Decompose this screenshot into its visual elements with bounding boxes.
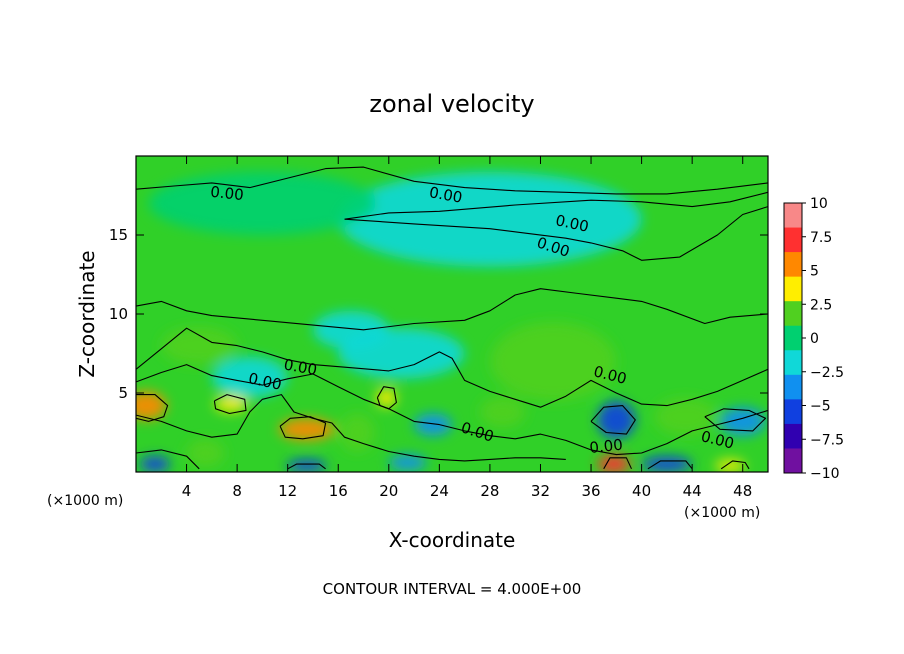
x-tick-label-40: 40 — [632, 482, 651, 500]
velocity-blob-19 — [211, 356, 288, 398]
velocity-blob-18 — [338, 328, 465, 379]
contour-line-8 — [590, 405, 636, 435]
velocity-blob-1 — [214, 396, 248, 412]
contour-line-13 — [376, 386, 397, 410]
contour-line-16 — [720, 460, 750, 470]
contour-line-0 — [136, 166, 768, 195]
x-tick-label-32: 32 — [531, 482, 550, 500]
y-axis-label: Z-coordinate — [75, 250, 99, 377]
contour-line-15 — [647, 460, 693, 470]
contour-line-6 — [136, 394, 566, 462]
colorbar-tick-label-0: 10 — [810, 196, 828, 212]
y-tick-label-15: 15 — [109, 226, 128, 244]
velocity-blob-20 — [161, 326, 238, 365]
colorbar-swatch-0 — [784, 203, 802, 229]
contour-label-0: 0.00 — [210, 183, 245, 204]
colorbar-swatch-2 — [784, 252, 802, 278]
colorbar: 10 7.5 5 2.5 0 −2.5 −5 −7.5 −10 — [783, 196, 844, 482]
velocity-blob-3 — [376, 388, 397, 408]
contour-line-4 — [136, 327, 768, 408]
colorbar-swatch-8 — [784, 399, 802, 425]
colorbar-swatch-3 — [784, 276, 802, 302]
velocity-blob-15 — [719, 407, 766, 436]
contour-label-1: 0.00 — [428, 183, 464, 207]
velocity-blob-6 — [479, 396, 526, 428]
velocity-blob-4 — [597, 454, 631, 472]
velocity-blob-23 — [148, 171, 377, 235]
velocity-blob-16 — [414, 413, 452, 436]
colorbar-swatch-7 — [784, 374, 802, 400]
contour-line-3 — [136, 288, 768, 331]
velocity-blob-21 — [489, 321, 617, 401]
x-tick-label-8: 8 — [232, 482, 242, 500]
velocity-blob-10 — [139, 456, 171, 472]
x-unit-label-left: (×1000 m) — [47, 493, 123, 509]
velocity-blob-13 — [597, 400, 636, 439]
x-tick-label-48: 48 — [733, 482, 752, 500]
colorbar-tick-labels: 10 7.5 5 2.5 0 −2.5 −5 −7.5 −10 — [802, 196, 844, 482]
colorbar-tick-label-2: 5 — [810, 264, 819, 280]
chart-title: zonal velocity — [369, 90, 534, 118]
contour-line-9 — [704, 408, 767, 432]
colorbar-swatch-6 — [784, 350, 802, 376]
contour-line-11 — [213, 394, 247, 415]
velocity-blob-9 — [339, 413, 375, 452]
colorbar-swatch-1 — [784, 227, 802, 253]
contour-lines — [136, 166, 768, 470]
contour-interval-note: CONTOUR INTERVAL = 4.000E+00 — [323, 580, 582, 598]
x-tick-label-28: 28 — [480, 482, 499, 500]
contour-line-7 — [136, 449, 200, 470]
velocity-blob-22 — [338, 171, 642, 267]
contour-line-5 — [136, 364, 768, 456]
x-tick-label-12: 12 — [278, 482, 297, 500]
x-tick-label-44: 44 — [683, 482, 702, 500]
x-tick-label-16: 16 — [329, 482, 348, 500]
colorbar-swatches — [784, 203, 802, 474]
contour-line-2 — [344, 191, 768, 220]
colorbar-tick-label-4: 0 — [810, 331, 819, 347]
colorbar-swatch-4 — [784, 301, 802, 327]
contour-line-17 — [287, 463, 326, 470]
contour-label-4: 0.00 — [282, 355, 318, 379]
x-tick-label-24: 24 — [430, 482, 449, 500]
velocity-blob-2 — [278, 418, 335, 441]
contour-line-12 — [279, 416, 327, 440]
velocity-blob-12 — [388, 454, 427, 471]
colorbar-tick-label-3: 2.5 — [810, 297, 832, 313]
colorbar-tick-label-7: −7.5 — [810, 432, 844, 448]
colorbar-swatch-5 — [784, 325, 802, 351]
colorbar-swatch-10 — [784, 448, 802, 474]
x-axis-label: X-coordinate — [389, 528, 516, 552]
velocity-blob-8 — [186, 438, 225, 468]
contour-label-8: 0.00 — [589, 436, 624, 457]
x-tick-label-4: 4 — [182, 482, 192, 500]
y-tick-label-10: 10 — [109, 305, 128, 323]
y-axis: 5 10 15 — [109, 226, 768, 402]
colorbar-tick-label-8: −10 — [810, 466, 840, 482]
x-tick-label-36: 36 — [581, 482, 600, 500]
contour-line-14 — [603, 457, 632, 470]
velocity-blob-0 — [136, 391, 167, 420]
colorbar-tick-label-1: 7.5 — [810, 230, 832, 246]
plot-area: 0.00 0.000.000.000.000.00 0.000.000.00 0.00 — [135, 155, 769, 473]
colorbar-swatch-9 — [784, 423, 802, 449]
colorbar-tick-label-5: −2.5 — [810, 365, 844, 381]
contour-line-1 — [344, 206, 768, 261]
velocity-blob-7 — [654, 397, 718, 436]
velocity-blob-14 — [641, 456, 693, 472]
velocity-field — [136, 171, 766, 472]
x-tick-label-20: 20 — [379, 482, 398, 500]
colorbar-tick-label-6: −5 — [810, 399, 831, 415]
y-tick-label-5: 5 — [118, 384, 128, 402]
x-unit-label-right: (×1000 m) — [684, 505, 760, 521]
velocity-blob-11 — [286, 459, 327, 472]
x-axis: 4 8 12 16 20 24 28 32 36 40 44 48 — [182, 156, 752, 500]
velocity-blob-5 — [714, 459, 746, 472]
contour-line-10 — [136, 394, 169, 422]
